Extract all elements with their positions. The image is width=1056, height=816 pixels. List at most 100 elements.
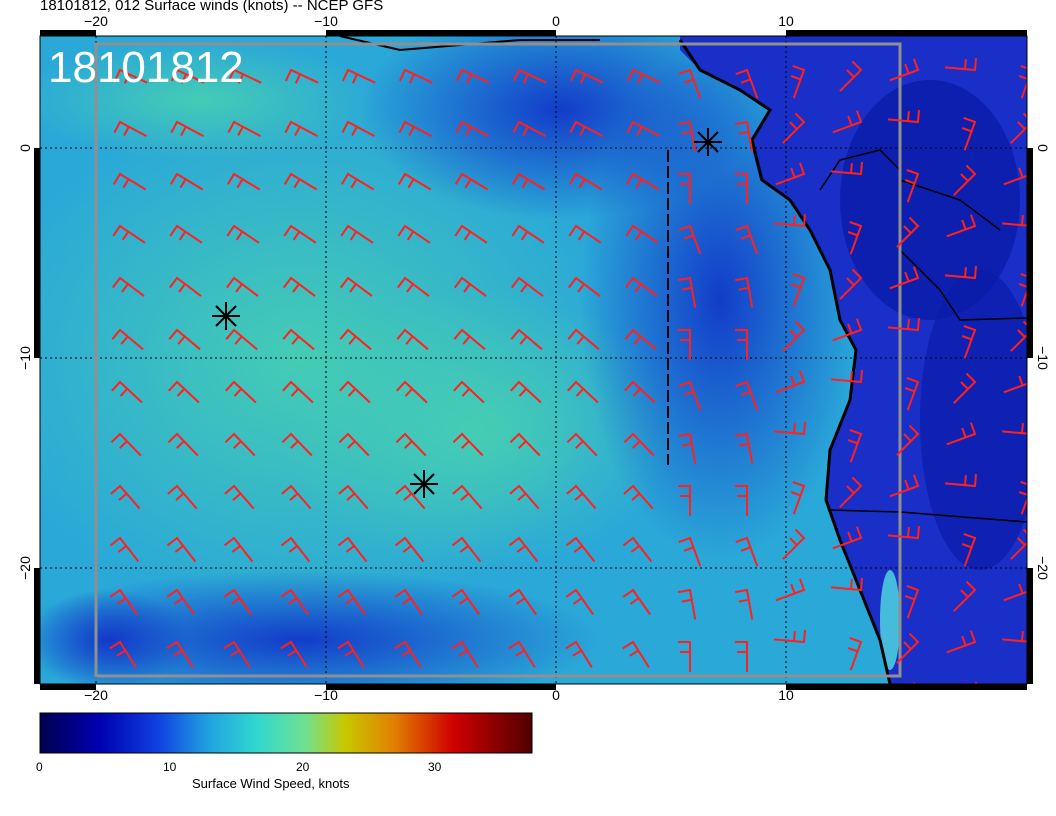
wind-barb xyxy=(945,265,977,280)
wind-barb xyxy=(839,476,863,508)
wind-barb xyxy=(678,485,691,516)
wind-barb xyxy=(223,536,254,563)
wind-barb xyxy=(568,224,602,244)
wind-barb xyxy=(839,268,863,300)
wind-barb xyxy=(1002,423,1027,435)
wind-barb xyxy=(945,57,977,72)
wind-barb xyxy=(170,120,204,137)
wind-barb xyxy=(678,432,697,464)
wind-barb xyxy=(109,536,140,563)
colorbar-tick: 30 xyxy=(428,760,442,774)
wind-barb xyxy=(1003,371,1027,394)
wind-barb xyxy=(626,120,660,137)
wind-barb xyxy=(508,536,539,563)
wind-barb xyxy=(337,640,365,668)
wind-barb xyxy=(775,578,806,602)
wind-barb xyxy=(736,694,758,722)
colorbar xyxy=(39,712,533,754)
wind-barb xyxy=(337,536,368,563)
star-marker xyxy=(694,128,722,156)
wind-barb xyxy=(283,276,316,297)
wind-barb xyxy=(226,276,259,297)
wind-barb xyxy=(953,580,977,612)
wind-barb xyxy=(453,380,485,404)
wind-barb xyxy=(782,320,806,352)
wind-barb xyxy=(735,173,748,204)
wind-barb xyxy=(508,588,538,616)
wind-barb xyxy=(452,432,484,457)
wind-barb xyxy=(110,432,142,457)
wind-barb xyxy=(566,484,597,510)
wind-barb xyxy=(678,68,702,99)
wind-barb xyxy=(565,536,596,563)
wind-barb xyxy=(679,694,701,722)
wind-barb xyxy=(622,536,653,563)
wind-barb xyxy=(510,328,543,351)
wind-barb xyxy=(508,640,536,668)
wind-barb xyxy=(735,276,754,308)
wind-barb xyxy=(227,120,261,137)
colorbar-tick: 0 xyxy=(36,760,43,774)
lon-tick-top: 10 xyxy=(778,13,794,29)
wind-barb xyxy=(338,432,370,457)
wind-barb xyxy=(904,584,920,619)
wind-barb xyxy=(1019,690,1032,722)
wind-barb xyxy=(625,276,658,297)
wind-barb xyxy=(283,224,317,244)
wind-barb xyxy=(397,276,430,297)
wind-barb xyxy=(847,428,863,463)
wind-barb xyxy=(1018,480,1027,515)
wind-barb xyxy=(1002,215,1027,227)
wind-barb xyxy=(896,424,920,456)
wind-barb xyxy=(113,68,148,84)
wind-barb xyxy=(453,328,486,351)
wind-barb xyxy=(283,172,318,191)
wind-barb xyxy=(774,213,806,228)
wind-barb xyxy=(338,484,369,510)
star-marker xyxy=(410,470,438,498)
wind-barb xyxy=(112,276,145,297)
wind-barb xyxy=(509,432,541,457)
map-date-label: 18101812 xyxy=(48,43,244,92)
wind-barb xyxy=(395,432,427,457)
wind-barb xyxy=(790,272,806,307)
wind-barb xyxy=(946,214,977,238)
wind-barb xyxy=(832,526,863,550)
wind-barb xyxy=(946,630,977,654)
wind-barb xyxy=(166,588,196,616)
wind-barb xyxy=(110,484,141,510)
wind-barb xyxy=(831,577,863,592)
wind-barb xyxy=(109,588,139,616)
wind-barb xyxy=(889,474,920,498)
colorbar-tick: 10 xyxy=(163,760,177,774)
wind-barb xyxy=(624,328,657,351)
frame-ticks xyxy=(34,30,1033,690)
wind-barb xyxy=(904,376,920,411)
wind-barb xyxy=(225,380,257,404)
wind-barb xyxy=(961,324,977,359)
wind-barb xyxy=(224,484,255,510)
wind-barb xyxy=(623,694,648,720)
wind-barb xyxy=(451,588,481,616)
wind-barb xyxy=(945,473,977,488)
wind-barb xyxy=(832,318,863,342)
wind-barb xyxy=(451,536,482,563)
wind-barb xyxy=(568,172,603,191)
wind-barb xyxy=(398,68,433,84)
wind-barb xyxy=(396,328,429,351)
wind-barb xyxy=(626,68,661,84)
wind-barb xyxy=(284,68,319,84)
wind-barb xyxy=(223,588,253,616)
wind-barb xyxy=(111,380,143,404)
wind-barb xyxy=(282,328,315,351)
wind-barb xyxy=(622,640,650,668)
wind-barb xyxy=(340,224,374,244)
wind-barb xyxy=(281,484,312,510)
wind-barb xyxy=(109,640,137,668)
wind-barb xyxy=(568,276,601,297)
lat-tick-right: 0 xyxy=(1035,144,1051,152)
wind-barb xyxy=(678,536,702,567)
wind-barb xyxy=(623,432,655,457)
wind-barb xyxy=(961,532,977,567)
